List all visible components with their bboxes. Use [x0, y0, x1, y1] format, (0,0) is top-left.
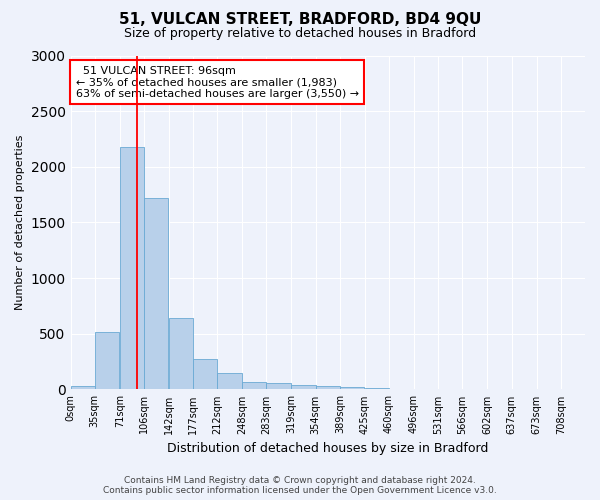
Bar	[316, 386, 340, 390]
X-axis label: Distribution of detached houses by size in Bradford: Distribution of detached houses by size …	[167, 442, 488, 455]
Text: Size of property relative to detached houses in Bradford: Size of property relative to detached ho…	[124, 28, 476, 40]
Bar	[71, 386, 95, 390]
Bar	[340, 388, 364, 390]
Bar	[144, 198, 168, 390]
Bar	[266, 384, 291, 390]
Bar	[242, 382, 266, 390]
Bar	[389, 389, 413, 390]
Text: 51, VULCAN STREET, BRADFORD, BD4 9QU: 51, VULCAN STREET, BRADFORD, BD4 9QU	[119, 12, 481, 28]
Bar	[217, 374, 242, 390]
Bar	[120, 147, 144, 390]
Bar	[365, 388, 389, 390]
Text: 51 VULCAN STREET: 96sqm
← 35% of detached houses are smaller (1,983)
63% of semi: 51 VULCAN STREET: 96sqm ← 35% of detache…	[76, 66, 359, 98]
Bar	[193, 360, 217, 390]
Bar	[169, 318, 193, 390]
Bar	[95, 332, 119, 390]
Text: Contains HM Land Registry data © Crown copyright and database right 2024.
Contai: Contains HM Land Registry data © Crown c…	[103, 476, 497, 495]
Bar	[292, 385, 316, 390]
Y-axis label: Number of detached properties: Number of detached properties	[15, 135, 25, 310]
